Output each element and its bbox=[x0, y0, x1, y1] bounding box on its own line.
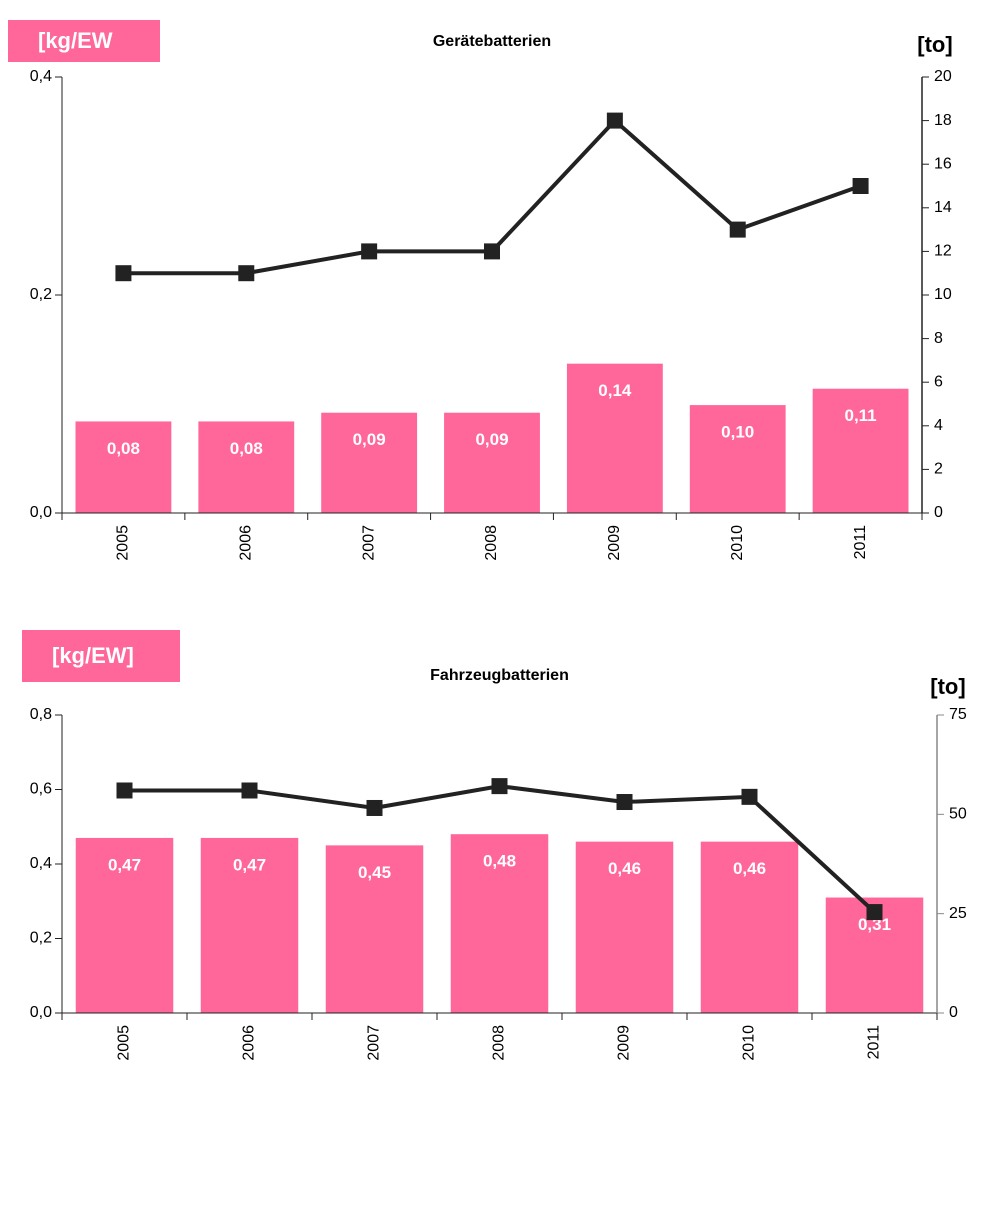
line-marker bbox=[616, 794, 633, 811]
bar bbox=[812, 388, 909, 513]
y2-tick-label: 2 bbox=[934, 461, 943, 478]
y-tick-label: 0,4 bbox=[30, 68, 52, 85]
line-marker bbox=[241, 782, 258, 799]
data-label: 0,48 bbox=[483, 852, 516, 871]
data-label: 0,09 bbox=[475, 430, 508, 449]
y2-tick-label: 50 bbox=[949, 806, 967, 823]
line-marker bbox=[729, 221, 746, 238]
x-tick-label: 2010 bbox=[741, 1025, 758, 1061]
bar bbox=[450, 834, 549, 1013]
line-marker bbox=[606, 112, 623, 129]
y2-tick-label: 12 bbox=[934, 243, 952, 260]
y-axis-label: [kg/EW bbox=[38, 28, 113, 53]
y-axis-label: [kg/EW] bbox=[52, 643, 134, 668]
line-marker bbox=[866, 904, 883, 921]
bar bbox=[75, 421, 172, 513]
data-label: 0,47 bbox=[233, 855, 266, 874]
x-tick-label: 2011 bbox=[866, 1025, 883, 1060]
x-tick-label: 2009 bbox=[606, 525, 623, 561]
line-marker bbox=[116, 782, 133, 799]
bar bbox=[444, 412, 540, 513]
bar bbox=[75, 837, 174, 1013]
line-marker bbox=[484, 243, 500, 260]
data-label: 0,31 bbox=[858, 915, 891, 934]
chart-title: Gerätebatterien bbox=[433, 33, 551, 50]
y2-axis-label: [to] bbox=[930, 674, 965, 699]
y-label-box bbox=[8, 20, 160, 62]
bar bbox=[689, 405, 786, 513]
x-tick-label: 2006 bbox=[241, 1025, 258, 1061]
y2-tick-label: 8 bbox=[934, 330, 943, 347]
y2-tick-label: 75 bbox=[949, 706, 967, 723]
x-tick-label: 2011 bbox=[852, 525, 869, 560]
y2-axis-label: [to] bbox=[917, 32, 952, 57]
bar bbox=[700, 841, 799, 1013]
data-label: 0,46 bbox=[733, 859, 766, 878]
data-label: 0,46 bbox=[608, 859, 641, 878]
line-marker bbox=[852, 178, 869, 194]
x-tick-label: 2005 bbox=[116, 1025, 133, 1061]
x-tick-label: 2006 bbox=[238, 525, 255, 561]
y2-tick-label: 0 bbox=[949, 1004, 958, 1021]
y-tick-label: 0,4 bbox=[30, 855, 52, 872]
x-tick-label: 2007 bbox=[360, 525, 377, 561]
data-label: 0,10 bbox=[721, 423, 754, 442]
data-label: 0,09 bbox=[353, 430, 386, 449]
y-tick-label: 0,0 bbox=[30, 504, 52, 521]
y-tick-label: 0,8 bbox=[30, 706, 52, 723]
y-tick-label: 0,6 bbox=[30, 781, 52, 798]
y2-tick-label: 4 bbox=[934, 417, 943, 434]
bar bbox=[200, 837, 299, 1013]
bar bbox=[575, 841, 674, 1013]
data-label: 0,11 bbox=[844, 406, 876, 425]
bar bbox=[566, 363, 663, 513]
bar bbox=[325, 845, 424, 1013]
x-tick-label: 2009 bbox=[616, 1025, 633, 1061]
data-label: 0,47 bbox=[108, 855, 141, 874]
x-tick-label: 2005 bbox=[115, 525, 132, 561]
line-marker bbox=[361, 243, 378, 260]
line-marker bbox=[491, 778, 508, 795]
data-label: 0,45 bbox=[358, 863, 391, 882]
y2-tick-label: 20 bbox=[934, 68, 952, 85]
y-tick-label: 0,0 bbox=[30, 1004, 52, 1021]
bar bbox=[321, 412, 418, 513]
y-tick-label: 0,2 bbox=[30, 286, 52, 303]
data-label: 0,14 bbox=[598, 381, 632, 400]
line-marker bbox=[741, 788, 758, 805]
line-marker bbox=[115, 265, 132, 282]
y2-tick-label: 25 bbox=[949, 905, 967, 922]
y2-tick-label: 0 bbox=[934, 504, 943, 521]
x-tick-label: 2008 bbox=[491, 1025, 508, 1061]
y2-tick-label: 6 bbox=[934, 373, 943, 390]
y2-tick-label: 14 bbox=[934, 199, 952, 216]
y2-tick-label: 18 bbox=[934, 112, 952, 129]
line-marker bbox=[366, 799, 383, 816]
line-marker bbox=[238, 265, 255, 282]
data-label: 0,08 bbox=[107, 439, 140, 458]
chart-title: Fahrzeugbatterien bbox=[430, 667, 569, 684]
x-tick-label: 2008 bbox=[483, 525, 500, 561]
y2-tick-label: 16 bbox=[934, 155, 952, 172]
data-label: 0,08 bbox=[230, 439, 263, 458]
y-tick-label: 0,2 bbox=[30, 930, 52, 947]
bar bbox=[198, 421, 295, 513]
x-tick-label: 2007 bbox=[366, 1025, 383, 1061]
y2-tick-label: 10 bbox=[934, 286, 952, 303]
y-label-box bbox=[22, 630, 180, 682]
x-tick-label: 2010 bbox=[729, 525, 746, 561]
